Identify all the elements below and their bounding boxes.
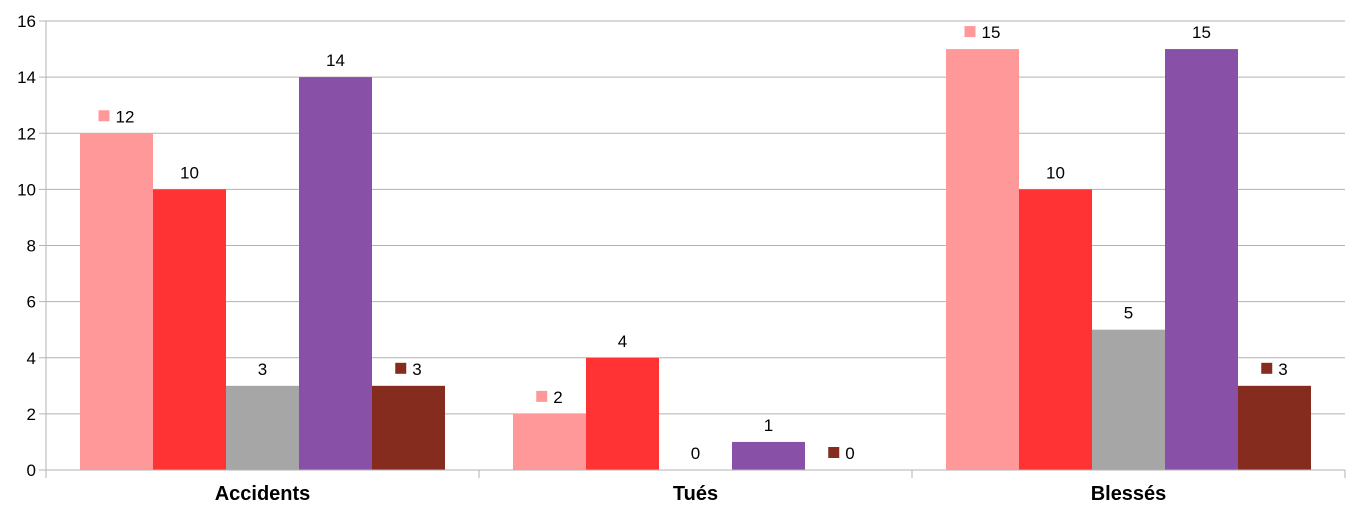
bar bbox=[732, 441, 805, 470]
label-legend-key bbox=[828, 447, 840, 458]
data-label: 0 bbox=[691, 444, 700, 463]
bar bbox=[226, 385, 299, 470]
data-label: 14 bbox=[326, 51, 345, 70]
data-label: 3 bbox=[412, 360, 421, 379]
bar bbox=[1019, 189, 1092, 470]
bar bbox=[80, 133, 153, 470]
x-category-label: Accidents bbox=[215, 483, 311, 505]
bar bbox=[299, 77, 372, 470]
bar bbox=[586, 357, 659, 470]
x-axis-category-labels: Accidents Tués Blessés bbox=[215, 483, 1167, 505]
data-label: 12 bbox=[116, 107, 135, 126]
data-label: 4 bbox=[618, 332, 627, 351]
y-tick-label: 4 bbox=[27, 349, 36, 368]
x-category-label: Blessés bbox=[1091, 483, 1167, 505]
data-label: 10 bbox=[1046, 163, 1065, 182]
y-tick-label: 6 bbox=[27, 293, 36, 312]
y-tick-label: 8 bbox=[27, 237, 36, 256]
bar bbox=[372, 385, 445, 470]
data-label: 2 bbox=[553, 388, 562, 407]
data-label: 3 bbox=[258, 360, 267, 379]
bars bbox=[80, 49, 1311, 470]
x-category-label: Tués bbox=[673, 483, 718, 505]
label-legend-key bbox=[98, 110, 110, 122]
bar bbox=[946, 49, 1019, 470]
label-legend-key bbox=[395, 362, 407, 374]
bar bbox=[513, 413, 586, 470]
data-label: 15 bbox=[1192, 23, 1211, 42]
data-label: 1 bbox=[764, 416, 773, 435]
y-tick-label: 14 bbox=[17, 68, 36, 87]
label-legend-key bbox=[964, 26, 976, 38]
data-label: 5 bbox=[1124, 304, 1133, 323]
label-legend-key bbox=[1261, 362, 1273, 374]
y-tick-label: 0 bbox=[27, 461, 36, 480]
data-label: 0 bbox=[845, 444, 854, 463]
y-tick-label: 10 bbox=[17, 180, 36, 199]
bar bbox=[1238, 385, 1311, 470]
axes bbox=[45, 21, 1346, 478]
data-label: 10 bbox=[180, 163, 199, 182]
y-tick-label: 12 bbox=[17, 124, 36, 143]
data-label: 15 bbox=[982, 23, 1001, 42]
y-tick-label: 16 bbox=[17, 12, 36, 31]
data-label: 3 bbox=[1278, 360, 1287, 379]
label-legend-key bbox=[536, 390, 548, 402]
bar bbox=[1092, 329, 1165, 470]
bar bbox=[1165, 49, 1238, 470]
y-axis-tick-labels: 0 2 4 6 8 10 12 14 16 bbox=[17, 12, 36, 480]
y-tick-label: 2 bbox=[27, 405, 36, 424]
bar bbox=[153, 189, 226, 470]
